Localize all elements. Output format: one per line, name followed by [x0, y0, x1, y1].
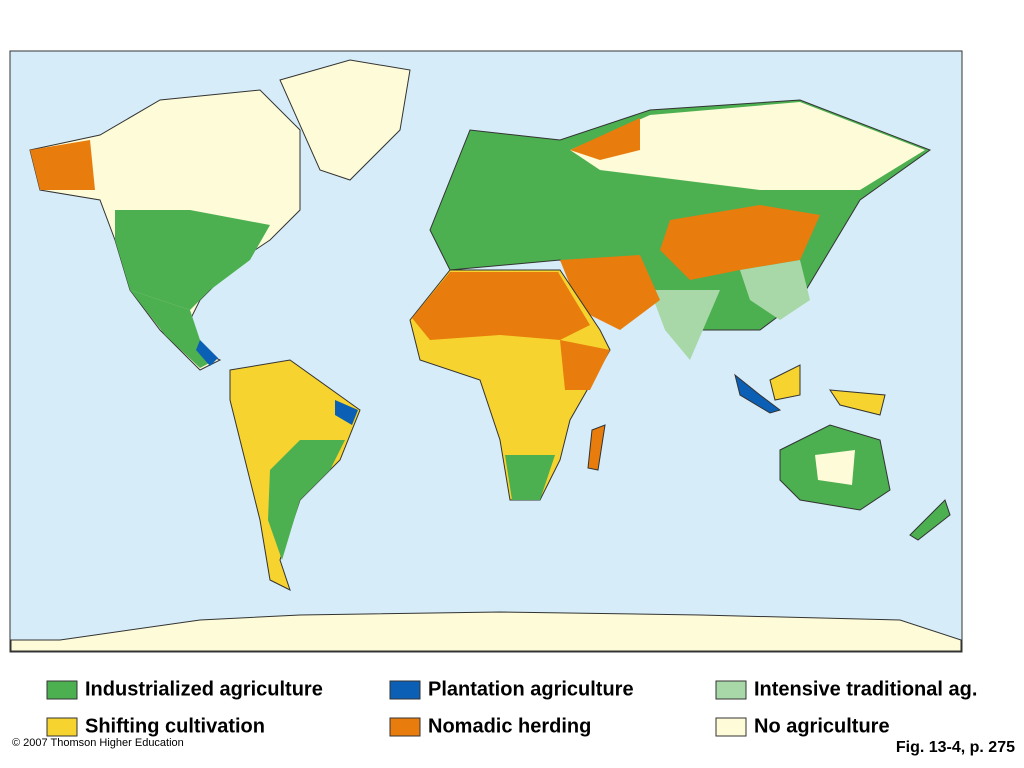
legend-swatch	[389, 680, 421, 700]
legend-label: Industrialized agriculture	[85, 678, 323, 700]
legend-label: Intensive traditional ag.	[754, 678, 977, 700]
legend-swatch	[46, 680, 78, 700]
legend-label: Plantation agriculture	[428, 678, 634, 700]
legend-label: Shifting cultivation	[85, 715, 265, 737]
legend-swatch	[715, 717, 747, 737]
map	[10, 59, 962, 652]
legend-label: No agriculture	[754, 715, 890, 737]
legend-swatch	[46, 717, 78, 737]
legend-label: Nomadic herding	[428, 715, 591, 737]
legend: Industrialized agriculture Plantation agr…	[46, 678, 977, 737]
legend-swatch	[715, 680, 747, 700]
legend-swatch	[389, 717, 421, 737]
figure-caption: Fig. 13-4, p. 275	[896, 739, 1015, 756]
copyright: © 2007 Thomson Higher Education	[12, 737, 184, 749]
